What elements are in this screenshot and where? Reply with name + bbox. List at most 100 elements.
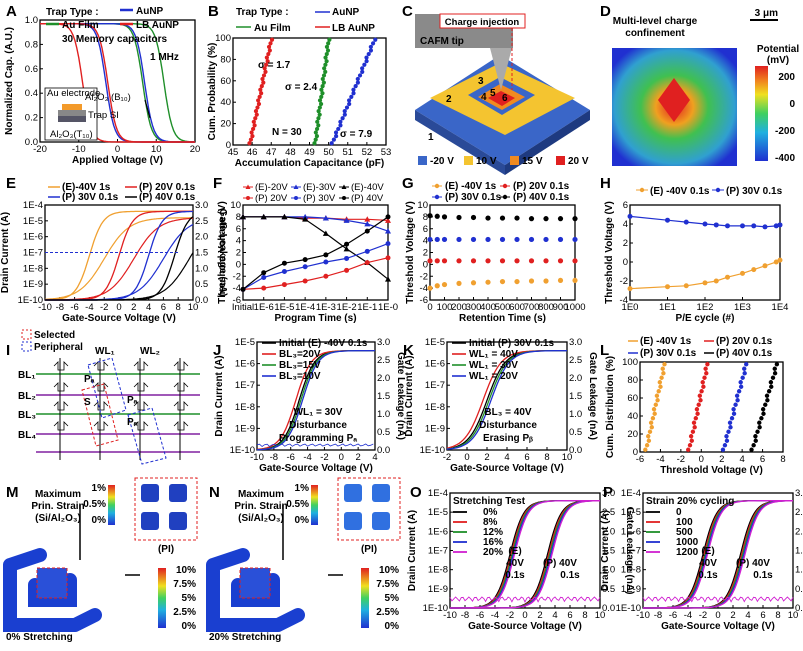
legend-marker xyxy=(502,194,508,200)
annotation: Disturbance xyxy=(289,420,347,431)
data-point xyxy=(434,213,440,219)
x-tick-label: -2 xyxy=(699,610,707,621)
data-marker xyxy=(385,228,391,234)
x-tick-label: 0 xyxy=(427,302,432,313)
data-point xyxy=(751,267,757,273)
y-tick-label: 1E-8 xyxy=(428,565,448,576)
legend-entry: (P) 30V 0.1s xyxy=(726,186,783,197)
legend-entry: Initial (P) 30V 0.1s xyxy=(469,338,554,349)
x-axis-label: Program Time (s) xyxy=(274,313,356,324)
legend-marker xyxy=(715,187,721,193)
y-tick-label: 1E-9 xyxy=(235,423,255,434)
y2-tick-label: 1.5 xyxy=(195,248,208,259)
x-axis-label: Accumulation Capacitance (pF) xyxy=(235,158,384,169)
annotation: Erasing Pᵦ xyxy=(483,433,533,444)
cell-mark: Pₐ xyxy=(127,417,138,428)
data-marker xyxy=(260,213,267,220)
data-point xyxy=(267,48,272,53)
x-tick-label: 8 xyxy=(176,302,181,313)
x-tick-label: 6 xyxy=(760,454,765,465)
data-point xyxy=(434,236,440,243)
data-point xyxy=(313,130,318,135)
colorbar-tick: -200 xyxy=(775,126,795,137)
x-tick-label: 1000 xyxy=(564,302,585,313)
data-point xyxy=(434,283,440,289)
data-marker xyxy=(364,228,370,234)
data-marker xyxy=(343,217,350,223)
data-point xyxy=(528,278,535,284)
data-point xyxy=(703,366,708,371)
x-tick-label: -10 xyxy=(250,452,264,463)
transistor-symbol xyxy=(133,382,149,392)
substrate-side xyxy=(415,110,505,175)
data-point xyxy=(543,278,549,284)
inset-label: Au electrode xyxy=(47,88,100,99)
y-tick-label: 1E-7 xyxy=(235,380,255,391)
data-point xyxy=(751,223,757,229)
legend-entry: BL₃=20V xyxy=(279,349,321,360)
transistor-symbol xyxy=(133,421,149,431)
y2-tick-label: 3.0 xyxy=(569,337,582,348)
zoom-box xyxy=(134,477,198,541)
data-marker xyxy=(261,270,267,276)
y2-tick-label: 1.0 xyxy=(195,263,208,274)
colorbar-tick: 0.5% xyxy=(83,499,106,510)
y-axis-label: Cum. Distribution (%) xyxy=(605,356,616,458)
x-tick-label: 49 xyxy=(304,147,315,158)
y-tick-label: 1E-7 xyxy=(428,546,448,557)
data-point xyxy=(346,98,352,103)
x-tick-label: 800 xyxy=(538,302,554,313)
y-axis-label: Drain Current (A) xyxy=(404,355,415,436)
legend-entry: (P) 30V 0.1s xyxy=(640,348,697,359)
callout-label: Charge injection xyxy=(445,17,520,28)
legend-entry: (P) 20V 0.1s xyxy=(139,182,196,193)
panel-label-C: C xyxy=(402,3,413,20)
y-tick-label: 100 xyxy=(622,357,638,368)
x-tick-label: 6 xyxy=(567,610,572,621)
data-point xyxy=(314,126,320,132)
data-marker xyxy=(385,255,391,261)
y-tick-label: 1E-7 xyxy=(425,380,445,391)
region-number: 5 xyxy=(490,88,496,99)
data-point xyxy=(557,258,564,264)
y-tick-label: 6 xyxy=(623,200,628,211)
colorbar-tick: 1% xyxy=(295,483,310,494)
data-point xyxy=(690,429,696,434)
y-tick-label: 80 xyxy=(627,375,638,386)
data-point xyxy=(660,366,665,371)
data-point xyxy=(646,438,652,443)
data-marker xyxy=(302,264,308,270)
y-tick-label: 1E-5 xyxy=(425,337,445,348)
y-tick-label: 1E-5 xyxy=(23,216,43,227)
data-point xyxy=(266,44,272,50)
cell-mark: S xyxy=(84,397,91,408)
legend-entry: (E) -40V 0.1s xyxy=(650,186,710,197)
transistor-symbol xyxy=(53,421,69,431)
serpentine-structure xyxy=(206,548,305,632)
legend-entry: (P) 40V 0.1s xyxy=(139,192,196,203)
y2-tick-label: 0.0 xyxy=(569,445,582,456)
y-tick-label: 0 xyxy=(623,257,628,268)
data-point xyxy=(724,434,729,439)
data-point xyxy=(704,371,709,376)
colorbar-tick: 7.5% xyxy=(173,579,196,590)
data-point xyxy=(627,213,633,219)
bl-label: BL₄ xyxy=(18,430,36,441)
y-axis-label: Drain Current (A) xyxy=(407,510,418,591)
data-point xyxy=(692,425,697,430)
legend-entry: 16% xyxy=(483,537,503,548)
x-tick-label: 8 xyxy=(775,610,780,621)
x-tick-label: 4 xyxy=(504,452,509,463)
data-point xyxy=(768,380,774,385)
legend-entry: 20% xyxy=(483,547,503,558)
y2-tick-label: 0.0 xyxy=(602,603,615,614)
panel-label-N: N xyxy=(209,484,220,501)
data-point xyxy=(725,274,730,280)
legend-marker xyxy=(294,196,298,200)
x-axis-label: Gate-Source Voltage (V) xyxy=(62,313,176,324)
x-tick-label: -6 xyxy=(286,452,294,463)
panel-label-I: I xyxy=(6,342,10,359)
x-tick-label: 4 xyxy=(372,452,377,463)
data-point xyxy=(701,384,706,389)
